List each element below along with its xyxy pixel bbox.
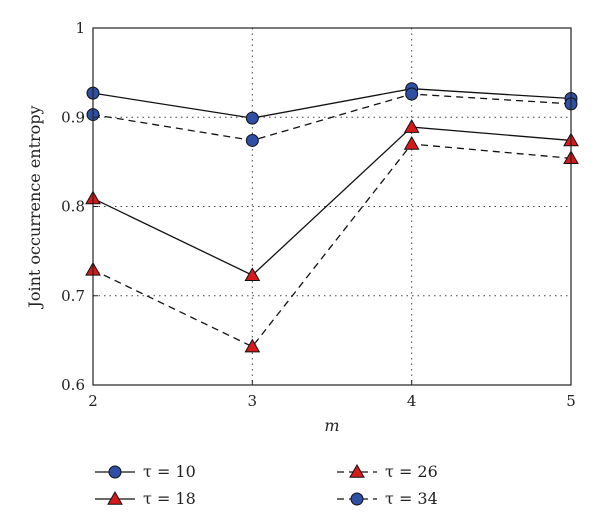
legend-marker [349,463,365,478]
series-18 [85,119,579,281]
series-line-26 [92,143,572,348]
y-tick-label: 1 [75,19,85,37]
series-line-34 [92,93,572,142]
legend-marker [350,492,364,506]
data-point-34-4 [405,87,419,101]
legend: τ = 10 τ = 18 τ = 26 τ = 34 [95,462,438,508]
legend-label: τ = 10 [143,462,196,481]
grid-lines [93,28,571,385]
legend-item-10: τ = 10 [95,462,196,481]
data-point-18-3 [244,267,261,281]
legend-item-34: τ = 34 [337,489,438,508]
legend-item-26: τ = 26 [337,462,438,481]
x-tick-label: 4 [407,392,417,410]
y-tick-label: 0.7 [61,287,85,305]
x-tick-label: 5 [566,392,576,410]
legend-marker [107,490,123,505]
axis-ticks: 2 3 4 5 0.6 0.7 0.8 0.9 1 [61,19,576,410]
legend-label: τ = 26 [385,462,438,481]
data-point-26-3 [244,338,261,353]
x-tick-label: 3 [248,392,258,410]
y-tick-label: 0.6 [61,376,85,394]
series-26 [85,136,579,353]
series-line-18 [92,126,572,277]
data-point-18-4 [403,119,420,133]
data-point-10-3 [245,111,259,125]
x-axis-title: m [324,416,339,435]
y-tick-label: 0.8 [61,198,85,216]
legend-item-18: τ = 18 [95,489,196,508]
y-tick-label: 0.9 [61,108,85,126]
legend-label: τ = 18 [143,489,196,508]
data-point-26-4 [403,136,420,150]
y-axis-title: Joint occurrence entropy [25,105,44,309]
legend-label: τ = 34 [385,489,438,508]
legend-marker [108,465,122,479]
series-line-10 [92,88,572,119]
data-point-34-3 [245,133,259,147]
x-tick-label: 2 [88,392,98,410]
series-lines [85,82,579,353]
